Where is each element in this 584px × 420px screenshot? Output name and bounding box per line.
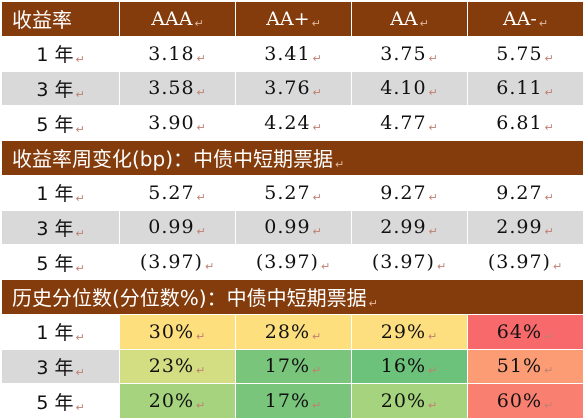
yield-cell: 4.24 ↵ <box>235 105 352 141</box>
yield-cell: 3.90 ↵ <box>119 105 236 141</box>
percentile-cell: 16% ↵ <box>351 348 468 385</box>
yield-cell: 6.11 ↵ <box>467 70 584 107</box>
yield-section-label: 收益率 <box>1 1 120 37</box>
change-cell-negative: (3.97) ↵ <box>119 244 236 280</box>
change-cell: 2.99 ↵ <box>467 209 584 246</box>
percentile-header-row: 历史分位数(分位数%)：中债中短期票据 ↵ <box>1 279 584 315</box>
term-label: 1 年 ↵ <box>1 313 120 350</box>
term-label: 1 年 ↵ <box>1 35 120 72</box>
percentile-cell: 20% ↵ <box>351 383 468 419</box>
percentile-cell: 51% ↵ <box>467 348 584 385</box>
yield-cell: 3.41 ↵ <box>235 35 352 72</box>
percentile-cell: 29% ↵ <box>351 313 468 350</box>
table-row: 5 年 ↵ (3.97) ↵ (3.97) ↵ (3.97) ↵ (3.97) ↵ <box>1 244 584 280</box>
term-label: 3 年 ↵ <box>1 209 120 246</box>
change-cell: 0.99 ↵ <box>119 209 236 246</box>
change-cell: 2.99 ↵ <box>351 209 468 246</box>
yield-cell: 4.10 ↵ <box>351 70 468 107</box>
percentile-cell: 64% ↵ <box>467 313 584 350</box>
column-header-aa-plus: AA+ ↵ <box>235 1 352 37</box>
table-row: 3 年 ↵ 0.99 ↵ 0.99 ↵ 2.99 ↵ 2.99 ↵ <box>1 209 584 246</box>
percentile-cell: 17% ↵ <box>235 383 352 419</box>
change-cell: 9.27 ↵ <box>351 174 468 211</box>
change-cell-negative: (3.97) ↵ <box>235 244 352 280</box>
change-cell-negative: (3.97) ↵ <box>467 244 584 280</box>
table-row: 1 年 ↵ 30% ↵ 28% ↵ 29% ↵ 64% ↵ <box>1 313 584 350</box>
percentile-cell: 17% ↵ <box>235 348 352 385</box>
yield-cell: 3.75 ↵ <box>351 35 468 72</box>
percentile-cell: 60% ↵ <box>467 383 584 419</box>
yield-cell: 5.75 ↵ <box>467 35 584 72</box>
change-cell: 9.27 ↵ <box>467 174 584 211</box>
percentile-cell: 23% ↵ <box>119 348 236 385</box>
weekly-change-section-label: 收益率周变化(bp)：中债中短期票据 ↵ <box>1 140 584 176</box>
yield-header-row: 收益率 AAA ↵ AA+ ↵ AA ↵ AA- ↵ <box>1 1 584 37</box>
change-cell: 5.27 ↵ <box>235 174 352 211</box>
term-label: 5 年 ↵ <box>1 244 120 280</box>
percentile-cell: 20% ↵ <box>119 383 236 419</box>
column-header-aaa: AAA ↵ <box>119 1 236 37</box>
term-label: 3 年 ↵ <box>1 70 120 107</box>
yield-cell: 3.18 ↵ <box>119 35 236 72</box>
change-cell: 0.99 ↵ <box>235 209 352 246</box>
yield-cell: 4.77 ↵ <box>351 105 468 141</box>
yield-cell: 3.58 ↵ <box>119 70 236 107</box>
term-label: 1 年 ↵ <box>1 174 120 211</box>
column-header-aa: AA ↵ <box>351 1 468 37</box>
table-row: 1 年 ↵ 3.18 ↵ 3.41 ↵ 3.75 ↵ 5.75 ↵ <box>1 35 584 72</box>
term-label: 3 年 ↵ <box>1 348 120 385</box>
table-row: 3 年 ↵ 3.58 ↵ 3.76 ↵ 4.10 ↵ 6.11 ↵ <box>1 70 584 107</box>
percentile-cell: 30% ↵ <box>119 313 236 350</box>
term-label: 5 年 ↵ <box>1 105 120 141</box>
table-row: 3 年 ↵ 23% ↵ 17% ↵ 16% ↵ 51% ↵ <box>1 348 584 385</box>
table-row: 1 年 ↵ 5.27 ↵ 5.27 ↵ 9.27 ↵ 9.27 ↵ <box>1 174 584 211</box>
yield-cell: 6.81 ↵ <box>467 105 584 141</box>
column-header-aa-minus: AA- ↵ <box>467 1 584 37</box>
percentile-section-label: 历史分位数(分位数%)：中债中短期票据 ↵ <box>1 279 584 315</box>
change-cell-negative: (3.97) ↵ <box>351 244 468 280</box>
table-row: 5 年 ↵ 3.90 ↵ 4.24 ↵ 4.77 ↵ 6.81 ↵ <box>1 105 584 141</box>
table-row: 5 年 ↵ 20% ↵ 17% ↵ 20% ↵ 60% ↵ <box>1 383 584 419</box>
yield-cell: 3.76 ↵ <box>235 70 352 107</box>
term-label: 5 年 ↵ <box>1 383 120 419</box>
weekly-change-header-row: 收益率周变化(bp)：中债中短期票据 ↵ <box>1 140 584 176</box>
change-cell: 5.27 ↵ <box>119 174 236 211</box>
percentile-cell: 28% ↵ <box>235 313 352 350</box>
